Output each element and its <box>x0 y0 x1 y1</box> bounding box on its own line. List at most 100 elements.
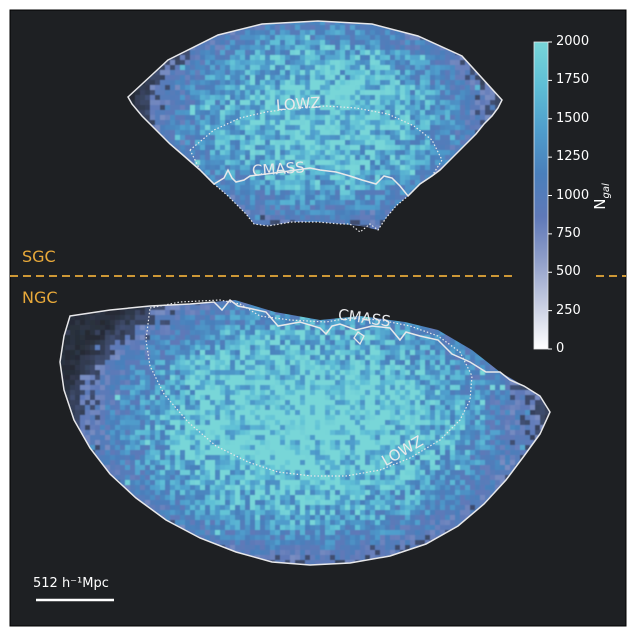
density-cell <box>245 125 251 131</box>
density-cell <box>405 45 411 51</box>
density-cell <box>160 350 166 356</box>
density-cell <box>245 95 251 101</box>
density-cell <box>280 210 286 216</box>
density-cell <box>340 335 346 341</box>
density-cell <box>150 330 156 336</box>
density-cell <box>475 125 481 131</box>
density-cell <box>295 85 301 91</box>
density-cell <box>210 45 216 51</box>
density-cell <box>310 185 316 191</box>
density-cell <box>90 365 96 371</box>
density-cell <box>400 110 406 116</box>
density-cell <box>150 120 156 126</box>
density-cell <box>215 300 221 306</box>
density-cell <box>150 315 156 321</box>
density-cell <box>435 45 441 51</box>
density-cell <box>385 85 391 91</box>
density-cell <box>160 70 166 76</box>
density-cell <box>365 50 371 56</box>
density-cell <box>265 100 271 106</box>
density-cell <box>225 40 231 46</box>
density-cell <box>475 120 481 126</box>
density-cell <box>345 45 351 51</box>
density-cell <box>190 50 196 56</box>
density-cell <box>220 185 226 191</box>
density-cell <box>405 55 411 61</box>
density-cell <box>440 70 446 76</box>
density-cell <box>400 125 406 131</box>
density-cell <box>285 90 291 96</box>
density-cell <box>300 155 306 161</box>
density-cell <box>230 305 236 311</box>
density-cell <box>265 30 271 36</box>
density-cell <box>490 95 496 101</box>
density-cell <box>255 215 261 221</box>
density-cell <box>200 140 206 146</box>
density-cell <box>375 140 381 146</box>
density-cell <box>260 205 266 211</box>
density-cell <box>210 120 216 126</box>
density-cell <box>170 345 176 351</box>
density-cell <box>300 360 306 366</box>
density-cell <box>470 80 476 86</box>
density-cell <box>230 45 236 51</box>
density-cell <box>70 325 76 331</box>
density-cell <box>75 345 81 351</box>
density-cell <box>410 160 416 166</box>
density-cell <box>230 115 236 121</box>
density-cell <box>410 185 416 191</box>
density-cell <box>250 315 256 321</box>
density-cell <box>320 180 326 186</box>
density-cell <box>195 320 201 326</box>
density-cell <box>290 370 296 376</box>
density-cell <box>365 190 371 196</box>
density-cell <box>395 30 401 36</box>
density-cell <box>280 165 286 171</box>
density-cell <box>355 115 361 121</box>
density-cell <box>70 345 76 351</box>
density-cell <box>65 370 71 376</box>
density-cell <box>385 55 391 61</box>
density-cell <box>170 115 176 121</box>
density-cell <box>140 110 146 116</box>
density-cell <box>170 330 176 336</box>
density-cell <box>355 85 361 91</box>
density-cell <box>295 150 301 156</box>
density-cell <box>175 75 181 81</box>
density-cell <box>335 140 341 146</box>
density-cell <box>105 315 111 321</box>
density-cell <box>440 135 446 141</box>
density-cell <box>245 205 251 211</box>
density-cell <box>125 335 131 341</box>
density-cell <box>355 215 361 221</box>
density-cell <box>395 65 401 71</box>
density-cell <box>365 40 371 46</box>
density-cell <box>90 340 96 346</box>
density-cell <box>365 195 371 201</box>
density-cell <box>290 210 296 216</box>
density-cell <box>280 75 286 81</box>
density-cell <box>180 150 186 156</box>
density-cell <box>295 360 301 366</box>
density-cell <box>180 340 186 346</box>
density-cell <box>215 310 221 316</box>
density-cell <box>135 370 141 376</box>
density-cell <box>180 370 186 376</box>
density-cell <box>205 310 211 316</box>
density-cell <box>205 80 211 86</box>
density-cell <box>195 360 201 366</box>
density-cell <box>205 130 211 136</box>
density-cell <box>165 105 171 111</box>
density-cell <box>265 80 271 86</box>
density-cell <box>215 75 221 81</box>
density-cell <box>285 105 291 111</box>
density-cell <box>275 30 281 36</box>
density-cell <box>310 65 316 71</box>
density-cell <box>405 75 411 81</box>
density-cell <box>285 50 291 56</box>
density-cell <box>260 150 266 156</box>
density-cell <box>405 365 411 371</box>
density-cell <box>225 50 231 56</box>
density-cell <box>395 165 401 171</box>
density-cell <box>235 90 241 96</box>
